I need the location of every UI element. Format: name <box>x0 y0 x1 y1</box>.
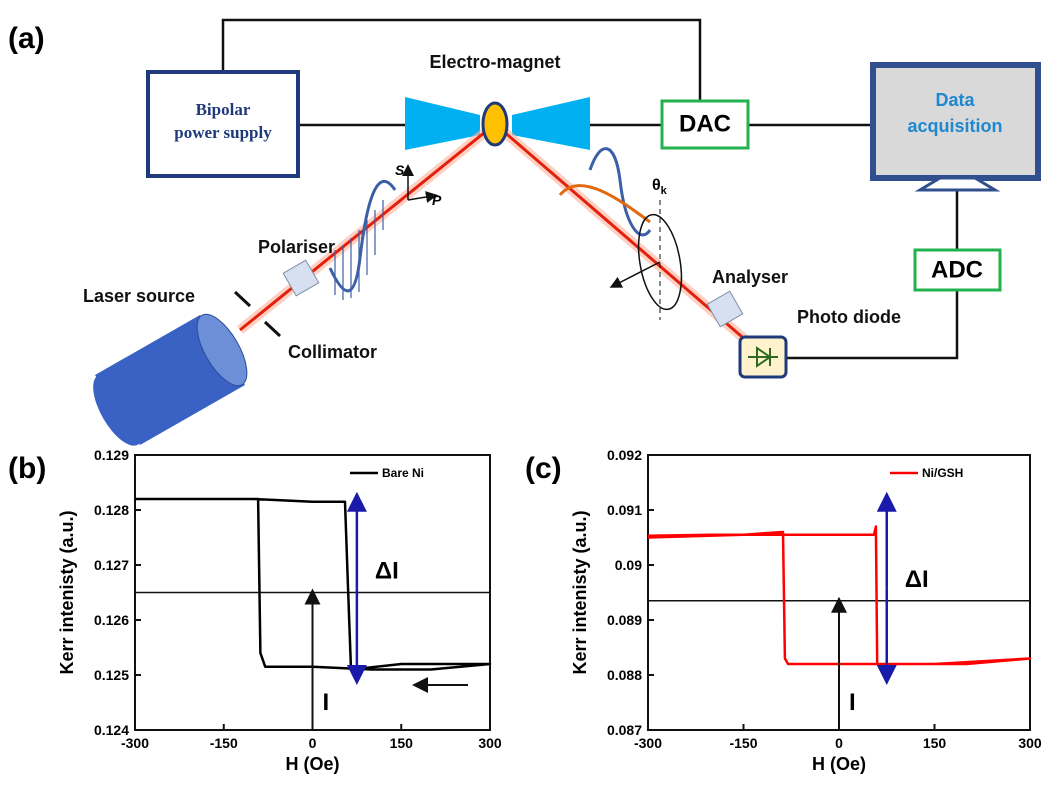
diode-symbol <box>748 346 778 368</box>
y-tick-label: 0.088 <box>607 667 642 683</box>
polariser <box>282 259 320 297</box>
sample <box>481 101 509 147</box>
collimator <box>263 320 282 338</box>
x-tick-label: 150 <box>923 735 947 751</box>
label: Bipolar <box>196 100 251 119</box>
x-axis-label: H (Oe) <box>812 754 866 774</box>
y-tick-label: 0.087 <box>607 722 642 738</box>
label: Photo diode <box>797 307 901 327</box>
monitor-stand <box>914 176 1001 192</box>
label: DAC <box>679 110 731 137</box>
legend-label: Bare Ni <box>382 466 424 480</box>
x-tick-label: -300 <box>634 735 662 751</box>
annotation: I <box>323 689 330 716</box>
label: P <box>432 192 442 208</box>
y-axis-label: Kerr intenisty (a.u.) <box>57 510 77 674</box>
x-tick-label: 300 <box>1018 735 1042 751</box>
x-tick-label: -150 <box>210 735 238 751</box>
laser-end <box>93 374 143 446</box>
label: Electro-magnet <box>429 52 560 72</box>
y-tick-label: 0.127 <box>94 557 129 573</box>
wave <box>588 147 652 237</box>
label: Data <box>935 90 975 110</box>
y-tick-label: 0.092 <box>607 447 642 463</box>
wave-hatch <box>334 200 384 300</box>
label: Analyser <box>712 267 788 287</box>
y-axis-label: Kerr intenisty (a.u.) <box>570 510 590 674</box>
legend-label: Ni/GSH <box>922 466 963 480</box>
panel-label: (a) <box>8 22 45 55</box>
diagram: (a) Bipolar power supply Electro-magnet … <box>8 18 1041 446</box>
analyser <box>706 290 744 328</box>
label: power supply <box>174 123 272 142</box>
y-tick-label: 0.09 <box>615 557 642 573</box>
panel-label: (b) <box>8 452 46 485</box>
label: Laser source <box>83 286 195 306</box>
x-tick-label: 0 <box>309 735 317 751</box>
adc-box <box>913 248 1002 292</box>
y-tick-label: 0.125 <box>94 667 129 683</box>
magnet-pole <box>405 97 480 150</box>
x-tick-label: -150 <box>729 735 757 751</box>
wire <box>221 18 702 101</box>
y-tick-label: 0.129 <box>94 447 129 463</box>
x-tick-label: 300 <box>478 735 502 751</box>
magnet-pole <box>512 97 590 150</box>
wave <box>328 180 397 293</box>
monitor <box>870 62 1041 181</box>
y-tick-label: 0.128 <box>94 502 129 518</box>
x-tick-label: 150 <box>390 735 414 751</box>
label: Collimator <box>288 342 377 362</box>
x-tick-label: -300 <box>121 735 149 751</box>
label: S <box>395 162 405 178</box>
panel-label: (c) <box>525 452 562 485</box>
arrow <box>609 261 661 288</box>
dac-box <box>660 99 750 150</box>
wave <box>558 184 651 224</box>
y-tick-label: 0.126 <box>94 612 129 628</box>
wire <box>786 290 959 360</box>
annotation: I <box>849 689 856 716</box>
label: Polariser <box>258 237 335 257</box>
x-axis-label: H (Oe) <box>286 754 340 774</box>
annotation: ΔI <box>375 558 399 585</box>
x-tick-label: 0 <box>835 735 843 751</box>
polarisation-ellipse <box>637 213 683 311</box>
label: θk <box>652 177 668 197</box>
collimator <box>233 290 252 308</box>
laser-face <box>196 313 248 387</box>
arrow <box>407 191 438 203</box>
y-tick-label: 0.091 <box>607 502 642 518</box>
loop-line <box>135 497 492 671</box>
y-tick-label: 0.089 <box>607 612 642 628</box>
label: ADC <box>931 256 983 283</box>
y-tick-label: 0.124 <box>94 722 129 738</box>
power-supply-box <box>146 70 300 178</box>
annotation: ΔI <box>905 566 929 593</box>
loop-line <box>647 525 1032 666</box>
label: acquisition <box>907 116 1002 136</box>
